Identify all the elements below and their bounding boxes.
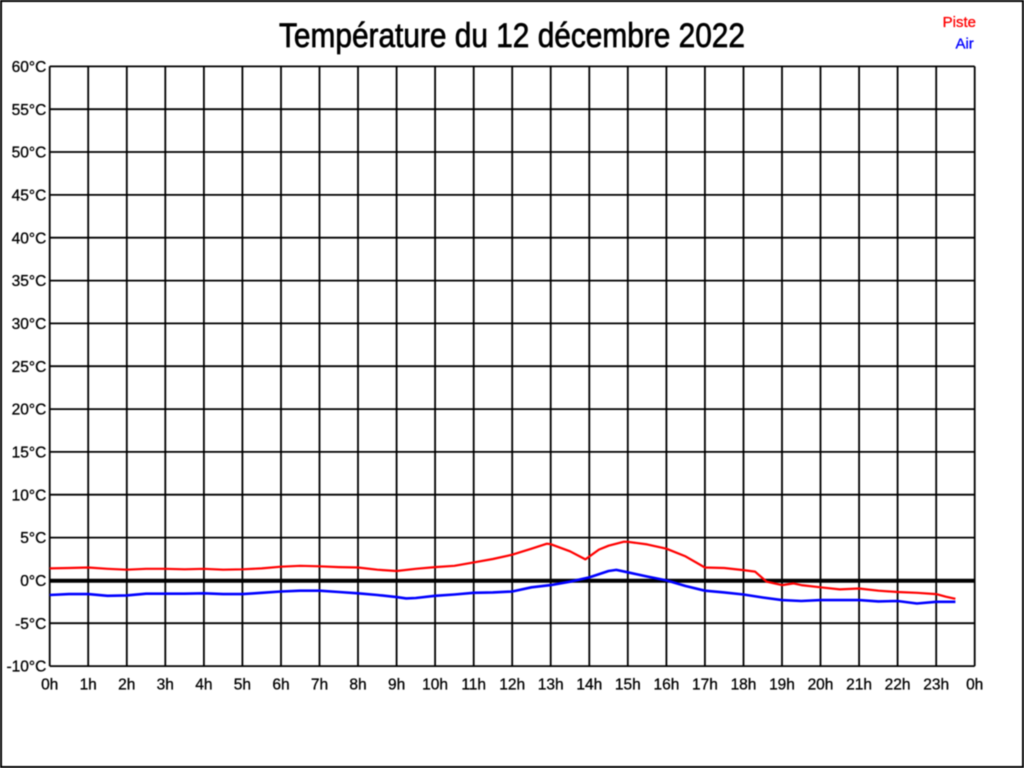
svg-text:17h: 17h	[692, 677, 718, 694]
svg-text:6h: 6h	[272, 677, 289, 694]
svg-text:15°C: 15°C	[12, 445, 47, 462]
svg-text:40°C: 40°C	[12, 230, 47, 247]
svg-text:25°C: 25°C	[12, 359, 47, 376]
svg-text:5°C: 5°C	[20, 530, 46, 547]
svg-text:30°C: 30°C	[12, 316, 47, 333]
svg-text:0h: 0h	[41, 677, 58, 694]
svg-text:12h: 12h	[499, 677, 525, 694]
svg-text:10h: 10h	[422, 677, 448, 694]
svg-text:8h: 8h	[349, 677, 366, 694]
svg-text:Piste: Piste	[943, 14, 976, 31]
svg-text:55°C: 55°C	[12, 102, 47, 119]
svg-text:13h: 13h	[538, 677, 564, 694]
svg-text:45°C: 45°C	[12, 188, 47, 205]
svg-text:0h: 0h	[966, 677, 983, 694]
svg-text:19h: 19h	[769, 677, 795, 694]
svg-text:9h: 9h	[388, 677, 405, 694]
svg-text:60°C: 60°C	[12, 59, 47, 76]
svg-text:15h: 15h	[615, 677, 641, 694]
svg-text:1h: 1h	[80, 677, 97, 694]
svg-text:23h: 23h	[923, 677, 949, 694]
svg-text:50°C: 50°C	[12, 145, 47, 162]
svg-text:-5°C: -5°C	[15, 616, 46, 633]
svg-text:Air: Air	[955, 36, 973, 53]
svg-text:16h: 16h	[653, 677, 679, 694]
svg-text:20h: 20h	[808, 677, 834, 694]
svg-text:14h: 14h	[576, 677, 602, 694]
svg-text:7h: 7h	[311, 677, 328, 694]
svg-text:2h: 2h	[118, 677, 135, 694]
svg-text:18h: 18h	[731, 677, 757, 694]
svg-text:Température du 12 décembre 202: Température du 12 décembre 2022	[279, 17, 745, 55]
svg-text:0°C: 0°C	[20, 573, 46, 590]
svg-text:4h: 4h	[195, 677, 212, 694]
svg-text:5h: 5h	[234, 677, 251, 694]
svg-text:21h: 21h	[846, 677, 872, 694]
svg-text:35°C: 35°C	[12, 273, 47, 290]
svg-text:3h: 3h	[157, 677, 174, 694]
svg-text:22h: 22h	[885, 677, 911, 694]
svg-text:11h: 11h	[461, 677, 486, 694]
svg-text:-10°C: -10°C	[7, 659, 47, 676]
svg-text:20°C: 20°C	[12, 402, 47, 419]
svg-text:10°C: 10°C	[12, 487, 47, 504]
